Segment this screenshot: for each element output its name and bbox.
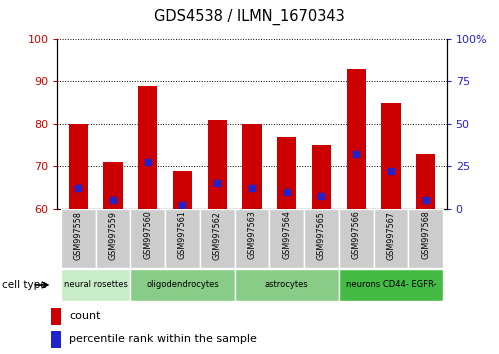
Point bbox=[317, 193, 325, 199]
Text: GDS4538 / ILMN_1670343: GDS4538 / ILMN_1670343 bbox=[154, 9, 345, 25]
Bar bbox=[130, 269, 235, 301]
Point bbox=[74, 185, 82, 190]
Point bbox=[283, 189, 291, 195]
Bar bbox=[69, 124, 88, 209]
Text: percentile rank within the sample: percentile rank within the sample bbox=[69, 335, 257, 344]
Bar bbox=[304, 210, 339, 268]
Bar bbox=[416, 154, 435, 209]
Bar bbox=[173, 171, 192, 209]
Point bbox=[179, 202, 187, 207]
Bar bbox=[96, 210, 130, 268]
Text: cell type: cell type bbox=[2, 280, 47, 290]
Text: GSM997563: GSM997563 bbox=[248, 211, 256, 259]
Text: GSM997565: GSM997565 bbox=[317, 211, 326, 259]
Bar bbox=[374, 210, 408, 268]
Point bbox=[352, 151, 360, 156]
Bar bbox=[51, 308, 61, 325]
Bar bbox=[138, 86, 157, 209]
Bar bbox=[277, 137, 296, 209]
Text: astrocytes: astrocytes bbox=[265, 280, 308, 290]
Bar bbox=[61, 269, 130, 301]
Bar bbox=[381, 103, 401, 209]
Point bbox=[387, 168, 395, 173]
Bar bbox=[200, 210, 235, 268]
Bar bbox=[130, 210, 165, 268]
Bar bbox=[243, 124, 261, 209]
Text: count: count bbox=[69, 312, 101, 321]
Bar bbox=[408, 210, 443, 268]
Text: neural rosettes: neural rosettes bbox=[64, 280, 128, 290]
Text: GSM997567: GSM997567 bbox=[387, 211, 396, 259]
Point bbox=[213, 181, 221, 186]
Bar bbox=[208, 120, 227, 209]
Point bbox=[144, 159, 152, 165]
Point bbox=[422, 198, 430, 203]
Point bbox=[109, 198, 117, 203]
Bar bbox=[269, 210, 304, 268]
Bar bbox=[165, 210, 200, 268]
Text: GSM997558: GSM997558 bbox=[74, 211, 83, 259]
Bar bbox=[51, 331, 61, 348]
Point bbox=[248, 185, 256, 190]
Text: GSM997560: GSM997560 bbox=[143, 211, 152, 259]
Text: GSM997559: GSM997559 bbox=[108, 211, 117, 260]
Text: GSM997561: GSM997561 bbox=[178, 211, 187, 259]
Text: GSM997562: GSM997562 bbox=[213, 211, 222, 259]
Text: GSM997568: GSM997568 bbox=[421, 211, 430, 259]
Bar bbox=[103, 162, 123, 209]
Bar bbox=[312, 145, 331, 209]
Text: GSM997564: GSM997564 bbox=[282, 211, 291, 259]
Text: GSM997566: GSM997566 bbox=[352, 211, 361, 259]
Text: oligodendrocytes: oligodendrocytes bbox=[146, 280, 219, 290]
Bar bbox=[61, 210, 96, 268]
Bar bbox=[339, 210, 374, 268]
Text: neurons CD44- EGFR-: neurons CD44- EGFR- bbox=[346, 280, 436, 290]
Bar bbox=[347, 69, 366, 209]
Bar bbox=[235, 210, 269, 268]
Bar bbox=[235, 269, 339, 301]
Bar bbox=[339, 269, 443, 301]
